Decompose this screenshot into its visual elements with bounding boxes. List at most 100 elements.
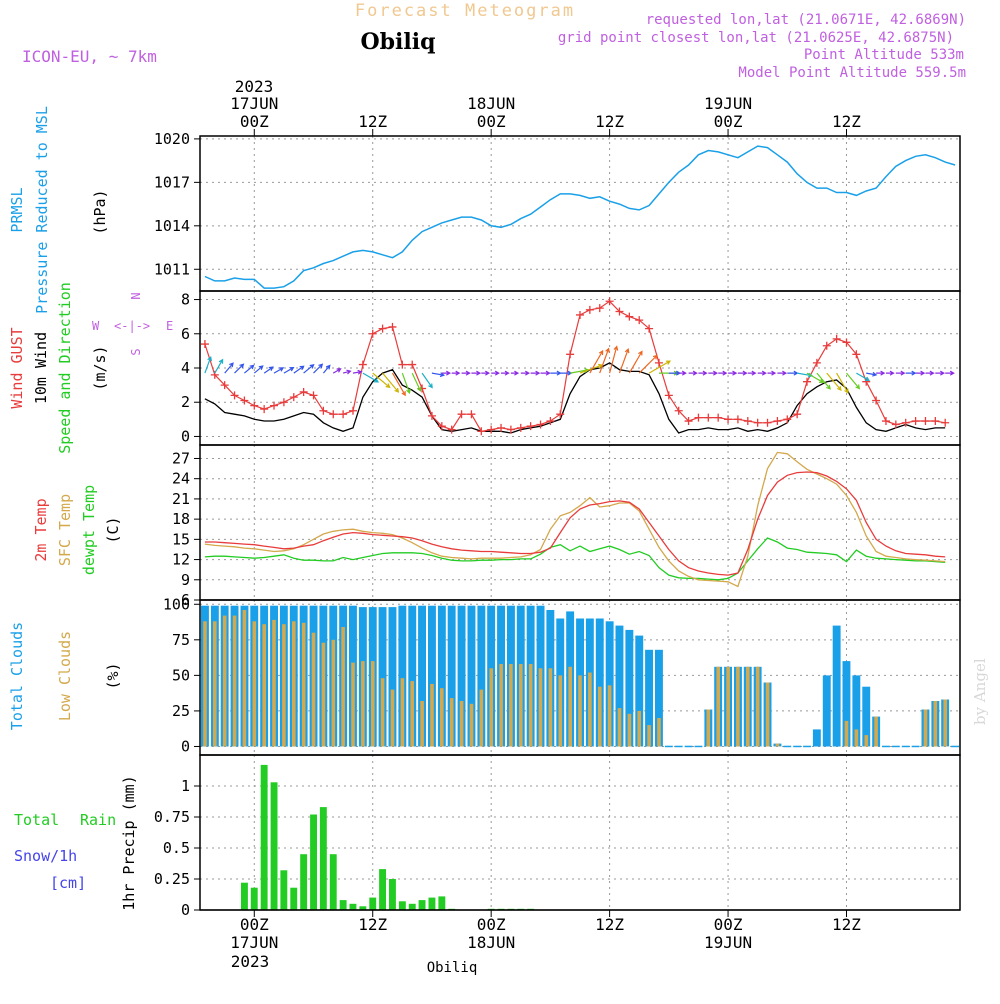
gust-point bbox=[309, 391, 318, 400]
wind-arrow bbox=[609, 345, 619, 374]
total-cloud-bar bbox=[388, 607, 397, 747]
snow-label: Snow/1h bbox=[14, 847, 77, 865]
wind-arrow bbox=[342, 369, 352, 375]
rain-bar bbox=[300, 854, 308, 910]
wind-arrow bbox=[708, 370, 719, 376]
rain-bar bbox=[438, 896, 446, 910]
low-cloud-bar bbox=[726, 666, 730, 747]
total-cloud-bar bbox=[822, 675, 831, 747]
bottom-hour-label: 00Z bbox=[477, 915, 506, 934]
low-cloud-bar bbox=[519, 664, 523, 747]
wind-unit-label: (m/s) bbox=[91, 345, 109, 390]
gust-point bbox=[368, 329, 377, 338]
gust-point bbox=[526, 422, 535, 431]
low-cloud-bar bbox=[351, 662, 355, 747]
low-cloud-bar bbox=[440, 688, 444, 747]
rain-bar bbox=[319, 807, 327, 910]
y-tick-label: 100 bbox=[163, 595, 190, 613]
low-cloud-bar bbox=[854, 729, 859, 747]
y-tick-label: 15 bbox=[172, 530, 190, 548]
wind-arrow bbox=[618, 348, 630, 374]
gust-point bbox=[812, 358, 821, 367]
gust-point bbox=[743, 417, 752, 426]
low-cloud-bar bbox=[331, 639, 336, 747]
y-tick-label: 0 bbox=[181, 901, 190, 919]
wind-arrow bbox=[471, 370, 482, 376]
wind-arrow bbox=[728, 370, 738, 376]
low-cloud-bar bbox=[627, 713, 632, 747]
gust-point bbox=[674, 406, 683, 415]
low-cloud-bar bbox=[844, 720, 849, 747]
gust-point bbox=[279, 398, 288, 407]
low-cloud-bar bbox=[746, 666, 750, 747]
gust-point bbox=[704, 413, 713, 422]
wind-arrow bbox=[678, 370, 687, 376]
rain-bar bbox=[389, 879, 396, 910]
total-cloud-bar bbox=[428, 605, 436, 747]
gust-point bbox=[911, 417, 920, 426]
gust-point bbox=[645, 324, 654, 333]
y-tick-label: 0.75 bbox=[154, 808, 190, 826]
gust-point bbox=[891, 420, 900, 429]
rain-bar bbox=[250, 887, 258, 910]
bottom-day-label: 18JUN bbox=[467, 933, 515, 952]
top-hour-label: 00Z bbox=[714, 112, 743, 131]
y-tick-label: 4 bbox=[181, 359, 190, 377]
low-cloud-bar bbox=[469, 703, 474, 747]
gust-point bbox=[408, 360, 417, 369]
wind-arrow bbox=[461, 370, 471, 376]
gust-point bbox=[487, 425, 496, 434]
total-cloud-bar bbox=[398, 605, 407, 747]
low-cloud-bar bbox=[923, 709, 928, 747]
low-cloud-bar bbox=[203, 621, 207, 747]
wind-arrow bbox=[925, 370, 935, 376]
gust-point bbox=[605, 297, 614, 306]
total-cloud-bar bbox=[832, 625, 841, 747]
low-cloud-bar bbox=[390, 689, 395, 747]
gust-point bbox=[724, 415, 733, 424]
gust-point bbox=[822, 341, 831, 350]
wind-arrow bbox=[560, 370, 573, 376]
wind-arrow bbox=[441, 370, 452, 376]
gust-point bbox=[733, 415, 742, 424]
gridpoint-coords: grid point closest lon,lat (21.0625E, 42… bbox=[558, 30, 954, 46]
gust-point bbox=[881, 417, 890, 426]
wind-arrow bbox=[303, 363, 315, 374]
low-cloud-bar bbox=[321, 642, 326, 747]
wind-arrow bbox=[787, 370, 799, 376]
panel-frame bbox=[199, 444, 961, 601]
rain-bar bbox=[290, 887, 298, 910]
wind-arrow bbox=[628, 350, 643, 374]
total-clouds-label: Total Clouds bbox=[8, 622, 26, 730]
wind-arrow bbox=[293, 365, 305, 374]
wind-arrow bbox=[204, 356, 212, 374]
wind-arrow bbox=[767, 370, 777, 376]
dewpt-line bbox=[204, 537, 946, 581]
total-cloud-bar bbox=[655, 649, 663, 747]
y-tick-label: 21 bbox=[172, 490, 190, 508]
wind-arrow bbox=[214, 358, 224, 374]
wind-arrow bbox=[945, 370, 955, 376]
gust-point bbox=[625, 312, 634, 321]
low-cloud-bar bbox=[647, 725, 651, 747]
wind-arrow bbox=[599, 347, 610, 374]
gust-point bbox=[842, 338, 851, 347]
rain-label: Rain bbox=[80, 811, 116, 829]
gust-point bbox=[872, 396, 881, 405]
wind-arrow bbox=[313, 363, 324, 374]
gust-point bbox=[497, 423, 506, 432]
bottom-day-label: 19JUN bbox=[704, 933, 752, 952]
total-cloud-bar bbox=[635, 635, 644, 747]
top-year: 2023 bbox=[235, 77, 274, 96]
compass-e: E bbox=[166, 319, 173, 333]
low-cloud-bar bbox=[489, 668, 493, 747]
rain-bar bbox=[349, 903, 357, 910]
gust-point bbox=[556, 410, 565, 419]
low-cloud-bar bbox=[538, 668, 543, 747]
y-tick-label: 2 bbox=[181, 393, 190, 411]
wind-arrow bbox=[550, 370, 562, 376]
wind-arrow bbox=[273, 367, 285, 374]
y-tick-label: 6 bbox=[181, 325, 190, 343]
low-cloud-bar bbox=[933, 701, 938, 747]
